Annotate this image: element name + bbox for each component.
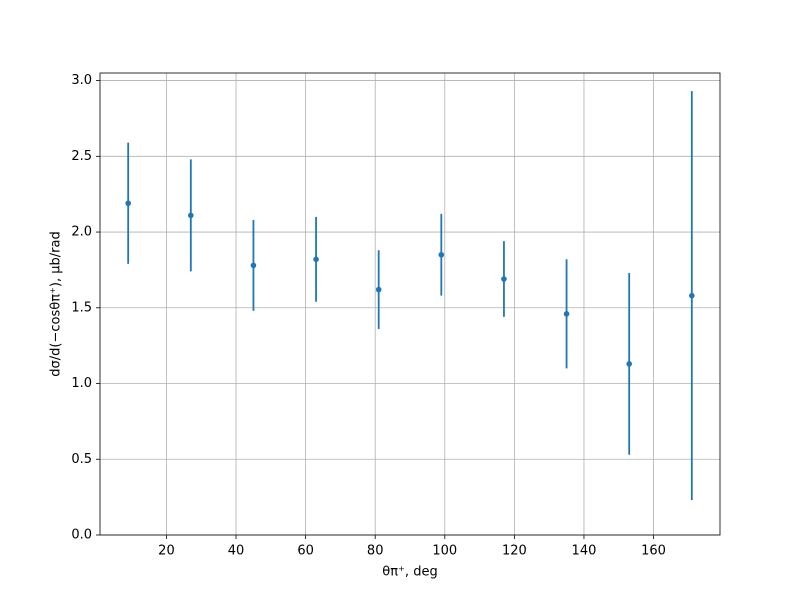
x-tick-label: 80 <box>367 544 384 559</box>
x-tick-label: 160 <box>641 544 666 559</box>
x-tick-label: 60 <box>297 544 314 559</box>
y-tick-label: 2.0 <box>71 225 92 240</box>
data-point <box>689 292 695 299</box>
data-point <box>375 286 382 293</box>
y-tick-label: 1.0 <box>71 376 92 391</box>
data-point <box>501 276 507 282</box>
data-point <box>438 251 445 258</box>
y-tick-label: 3.0 <box>71 73 92 88</box>
plot-frame <box>99 72 721 536</box>
x-tick-label: 40 <box>228 544 245 559</box>
data-point <box>125 200 131 207</box>
data-point <box>188 212 194 219</box>
data-point <box>626 361 632 367</box>
y-tick-label: 1.5 <box>71 300 92 315</box>
data-point <box>563 311 570 317</box>
y-tick-label: 0.5 <box>71 452 92 467</box>
y-axis-label: dσ/d(−cosθπ⁺), μb/rad <box>49 231 64 376</box>
x-tick-label: 140 <box>572 544 597 559</box>
x-tick-label: 20 <box>158 544 175 559</box>
data-point <box>250 262 257 269</box>
y-tick-label: 2.5 <box>71 149 92 164</box>
x-tick-label: 100 <box>432 544 457 559</box>
data-point <box>313 256 319 263</box>
x-axis-label: θπ⁺, deg <box>382 565 437 580</box>
x-tick-label: 120 <box>502 544 527 559</box>
y-tick-label: 0.0 <box>71 528 92 543</box>
